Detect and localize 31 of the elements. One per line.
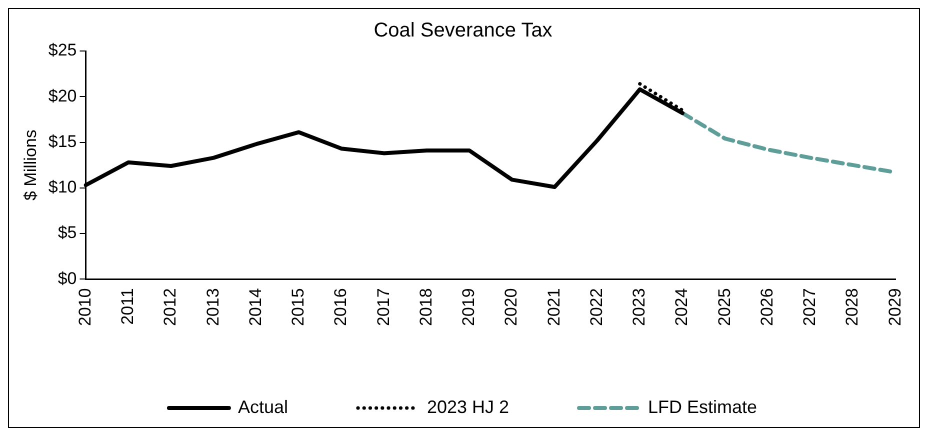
x-tick-label: 2021 (544, 288, 564, 326)
x-tick-label: 2024 (672, 288, 692, 326)
legend-label: Actual (238, 396, 288, 417)
x-tick-label: 2011 (118, 288, 138, 325)
x-tick-label: 2017 (374, 288, 393, 326)
x-tick-label: 2026 (757, 288, 776, 326)
x-tick-label: 2028 (842, 288, 862, 326)
legend-label: LFD Estimate (648, 396, 758, 417)
x-tick-label: 2016 (331, 288, 350, 326)
y-tick-label: $5 (58, 223, 77, 242)
x-tick-label: 2019 (459, 288, 478, 326)
y-tick-label: $20 (48, 86, 77, 106)
y-tick-label: $10 (48, 178, 77, 197)
x-tick-label: 2012 (160, 288, 180, 326)
x-tick-label: 2014 (246, 288, 265, 326)
x-tick-label: 2010 (75, 288, 94, 326)
y-tick-label: $0 (58, 268, 77, 288)
y-axis-title: $ Millions (20, 130, 40, 201)
x-tick-label: 2015 (288, 288, 308, 326)
x-tick-label: 2020 (502, 288, 521, 326)
x-tick-label: 2025 (714, 288, 734, 326)
y-tick-label: $25 (48, 40, 77, 60)
chart-title: Coal Severance Tax (374, 20, 552, 42)
legend-label: 2023 HJ 2 (426, 396, 510, 417)
x-tick-label: 2027 (800, 288, 820, 326)
x-tick-label: 2022 (586, 288, 606, 326)
x-tick-label: 2029 (885, 288, 904, 326)
x-tick-label: 2023 (630, 288, 649, 326)
y-tick-label: $15 (48, 132, 77, 151)
x-tick-label: 2013 (203, 288, 222, 326)
x-tick-label: 2018 (416, 288, 436, 326)
